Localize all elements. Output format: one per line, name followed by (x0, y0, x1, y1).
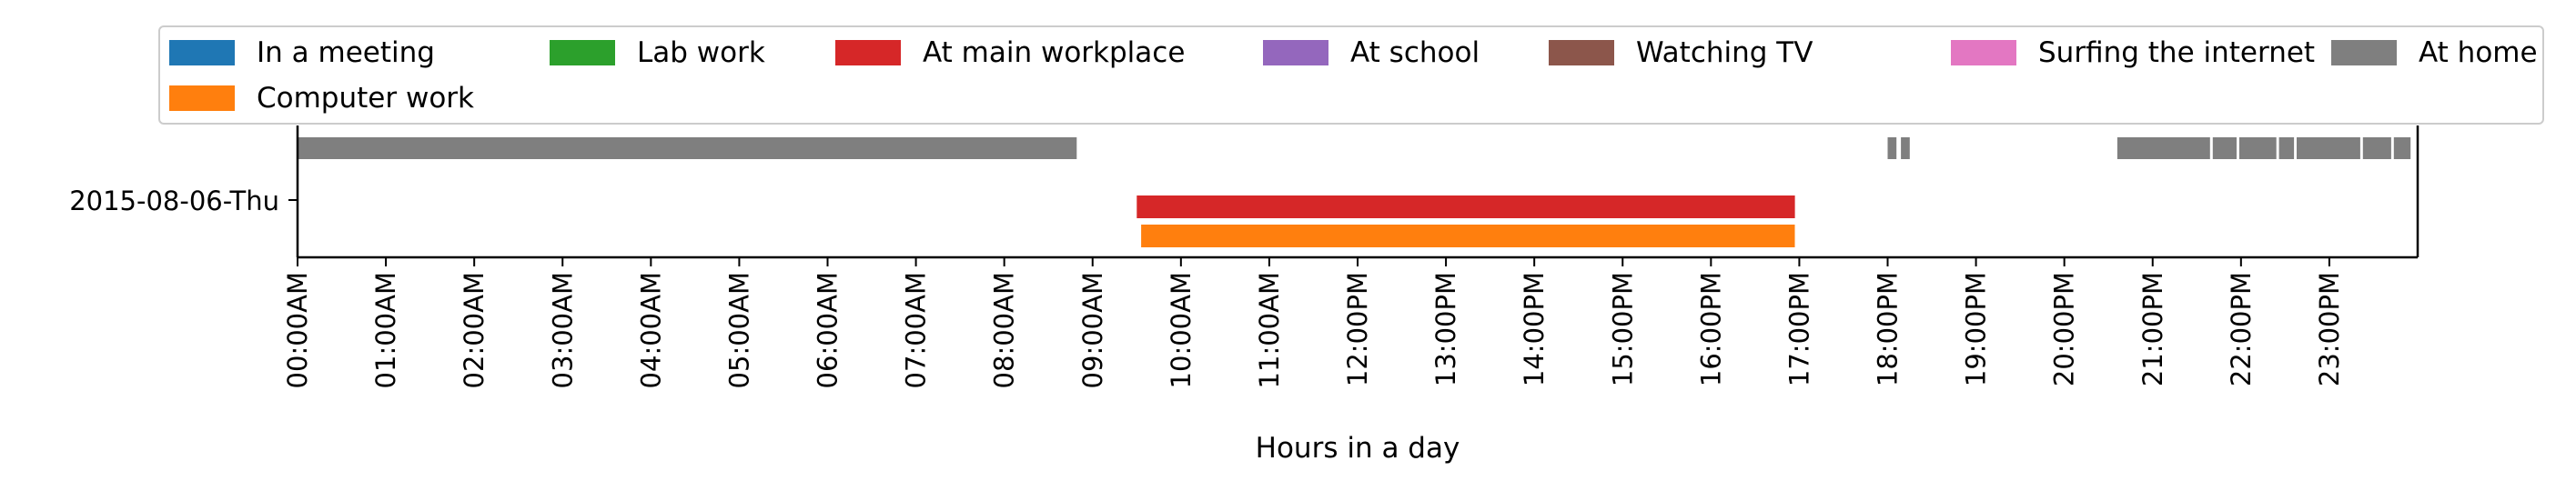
legend-label: At main workplace (923, 36, 1186, 69)
x-axis: 00:00AM 01:00AM 02:00AM 03:00AM 04:00AM 05:00… (282, 256, 2418, 388)
x-tick-label: 01:00AM (370, 272, 401, 388)
x-tick-label: 14:00PM (1519, 272, 1550, 386)
legend-swatch (1263, 40, 1328, 65)
legend-item-at-school: At school (1263, 35, 1480, 71)
x-tick-label: 23:00PM (2314, 272, 2345, 386)
x-tick-label: 12:00PM (1342, 272, 1373, 386)
x-tick-label: 04:00AM (635, 272, 666, 388)
legend-item-lab-work: Lab work (550, 35, 765, 71)
x-tick-label: 00:00AM (282, 272, 313, 388)
y-tick-label: 2015-08-06-Thu (69, 185, 279, 216)
bar-computer-work-0 (1141, 225, 1795, 247)
legend-swatch (169, 40, 235, 65)
x-tick-label: 20:00PM (2049, 272, 2080, 386)
x-tick-label: 10:00AM (1166, 272, 1197, 388)
x-tick-label: 16:00PM (1695, 272, 1726, 386)
x-tick-label: 09:00AM (1077, 272, 1108, 388)
legend-item-at-main-workplace: At main workplace (835, 35, 1185, 71)
legend-label: Lab work (637, 36, 765, 69)
x-tick-label: 02:00AM (459, 272, 490, 388)
bar-at-home-8 (2362, 137, 2391, 159)
bar-at-home-5 (2238, 137, 2277, 159)
x-tick-label: 11:00AM (1254, 272, 1285, 388)
bar-at-home-9 (2393, 137, 2411, 159)
legend-label: Computer work (257, 82, 474, 115)
legend-swatch (550, 40, 615, 65)
x-tick-label: 15:00PM (1607, 272, 1638, 386)
legend-item-computer-work: Computer work (169, 80, 474, 116)
x-tick-label: 13:00PM (1430, 272, 1461, 386)
legend-item-at-home: At home (2331, 35, 2538, 71)
x-tick-label: 18:00PM (1873, 272, 1904, 386)
bar-at-home-7 (2297, 137, 2360, 159)
legend-label: At school (1350, 36, 1480, 69)
legend-label: At home (2419, 36, 2538, 69)
x-tick-label: 21:00PM (2137, 272, 2168, 386)
legend-swatch (1549, 40, 1614, 65)
legend-item-surfing-the-internet: Surfing the internet (1951, 35, 2315, 71)
legend-label: Surfing the internet (2038, 36, 2316, 69)
legend-swatch (835, 40, 901, 65)
x-tick-label: 22:00PM (2226, 272, 2257, 386)
plot-area (298, 137, 2411, 247)
bar-at-main-workplace-0 (1136, 195, 1795, 218)
bar-at-home-3 (2116, 137, 2210, 159)
legend-label: In a meeting (257, 36, 435, 69)
legend-item-in-a-meeting: In a meeting (169, 35, 435, 71)
chart-legend: In a meeting Lab work At main workplace … (158, 25, 2544, 125)
x-axis-label: Hours in a day (1256, 432, 1460, 465)
x-tick-label: 17:00PM (1783, 272, 1814, 386)
y-axis: 2015-08-06-Thu (69, 125, 2419, 257)
legend-label: Watching TV (1636, 36, 1813, 69)
legend-swatch (169, 85, 235, 111)
legend-swatch (1951, 40, 2016, 65)
x-tick-label: 19:00PM (1961, 272, 1992, 386)
x-tick-label: 08:00AM (989, 272, 1020, 388)
legend-swatch (2331, 40, 2397, 65)
x-tick-label: 07:00AM (901, 272, 932, 388)
bar-at-home-4 (2212, 137, 2237, 159)
legend-item-watching-tv: Watching TV (1549, 35, 1813, 71)
x-tick-label: 03:00AM (547, 272, 578, 388)
bar-at-home-0 (298, 137, 1077, 159)
bar-at-home-2 (1901, 137, 1910, 159)
x-tick-label: 06:00AM (813, 272, 844, 388)
bar-at-home-6 (2278, 137, 2295, 159)
x-tick-label: 05:00AM (723, 272, 754, 388)
bar-at-home-1 (1887, 137, 1897, 159)
